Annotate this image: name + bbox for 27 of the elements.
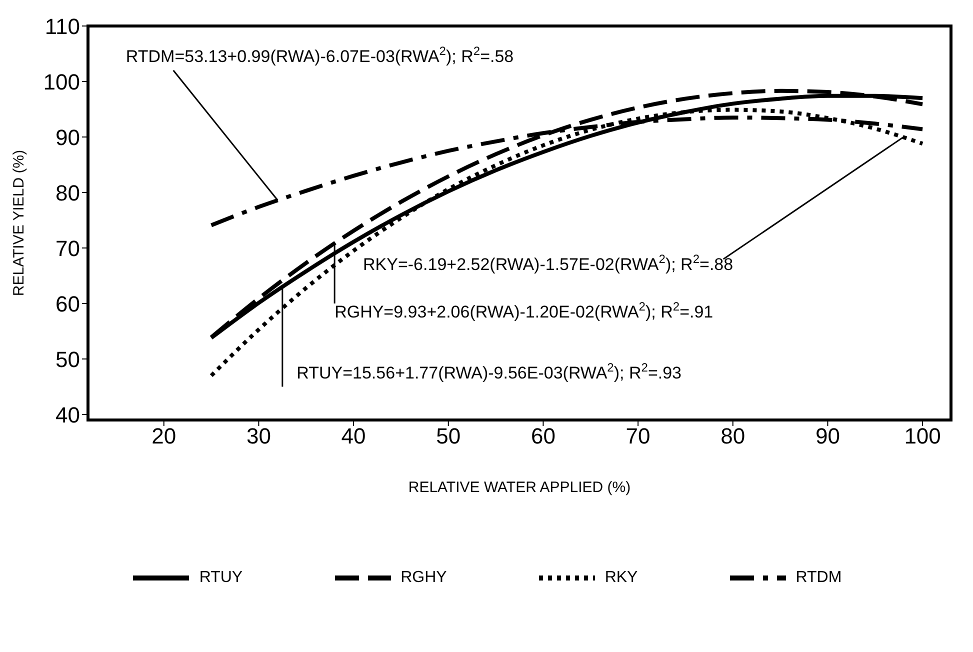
annotation: RTUY=15.56+1.77(RWA)-9.56E-03(RWA$^{2}$); R$^{2}$=.93: [296, 360, 682, 382]
y-tick-label: 100: [43, 69, 80, 94]
annotation: RTDM=53.13+0.99(RWA)-6.07E-03(RWA$^{2}$); R$^{2}$=.58: [126, 44, 514, 66]
legend-label: RTUY: [199, 569, 243, 587]
x-tick-label: 40: [341, 424, 366, 449]
y-tick-label: 90: [56, 124, 80, 150]
y-tick-label: 80: [56, 180, 80, 206]
y-tick-label: 50: [56, 346, 80, 372]
x-tick-label: 100: [904, 424, 941, 449]
x-tick-label: 50: [436, 424, 461, 449]
y-tick-label: 70: [56, 236, 80, 261]
annotation: RGHY=9.93+2.06(RWA)-1.20E-02(RWA$^{2}$); R$^{2}$=.91: [334, 299, 714, 322]
legend-label: RTDM: [796, 569, 842, 587]
x-tick-label: 70: [626, 424, 650, 449]
y-tick-label: 40: [56, 402, 80, 428]
x-tick-label: 80: [720, 424, 746, 449]
annotation: RKY=-6.19+2.52(RWA)-1.57E-02(RWA$^{2}$); R$^{2}$=.88: [363, 252, 734, 274]
y-tick-label: 110: [44, 14, 80, 39]
x-axis-title: RELATIVE WATER APPLIED (%): [408, 479, 631, 496]
legend-label: RGHY: [400, 569, 447, 587]
legend-label: RKY: [604, 569, 638, 587]
x-tick-label: 30: [246, 424, 271, 449]
x-tick-label: 90: [815, 424, 840, 449]
y-axis-title: RELATIVE YIELD (%): [10, 150, 28, 296]
x-tick-label: 20: [152, 424, 176, 449]
y-tick-label: 60: [56, 291, 80, 316]
x-tick-label: 60: [530, 424, 556, 449]
